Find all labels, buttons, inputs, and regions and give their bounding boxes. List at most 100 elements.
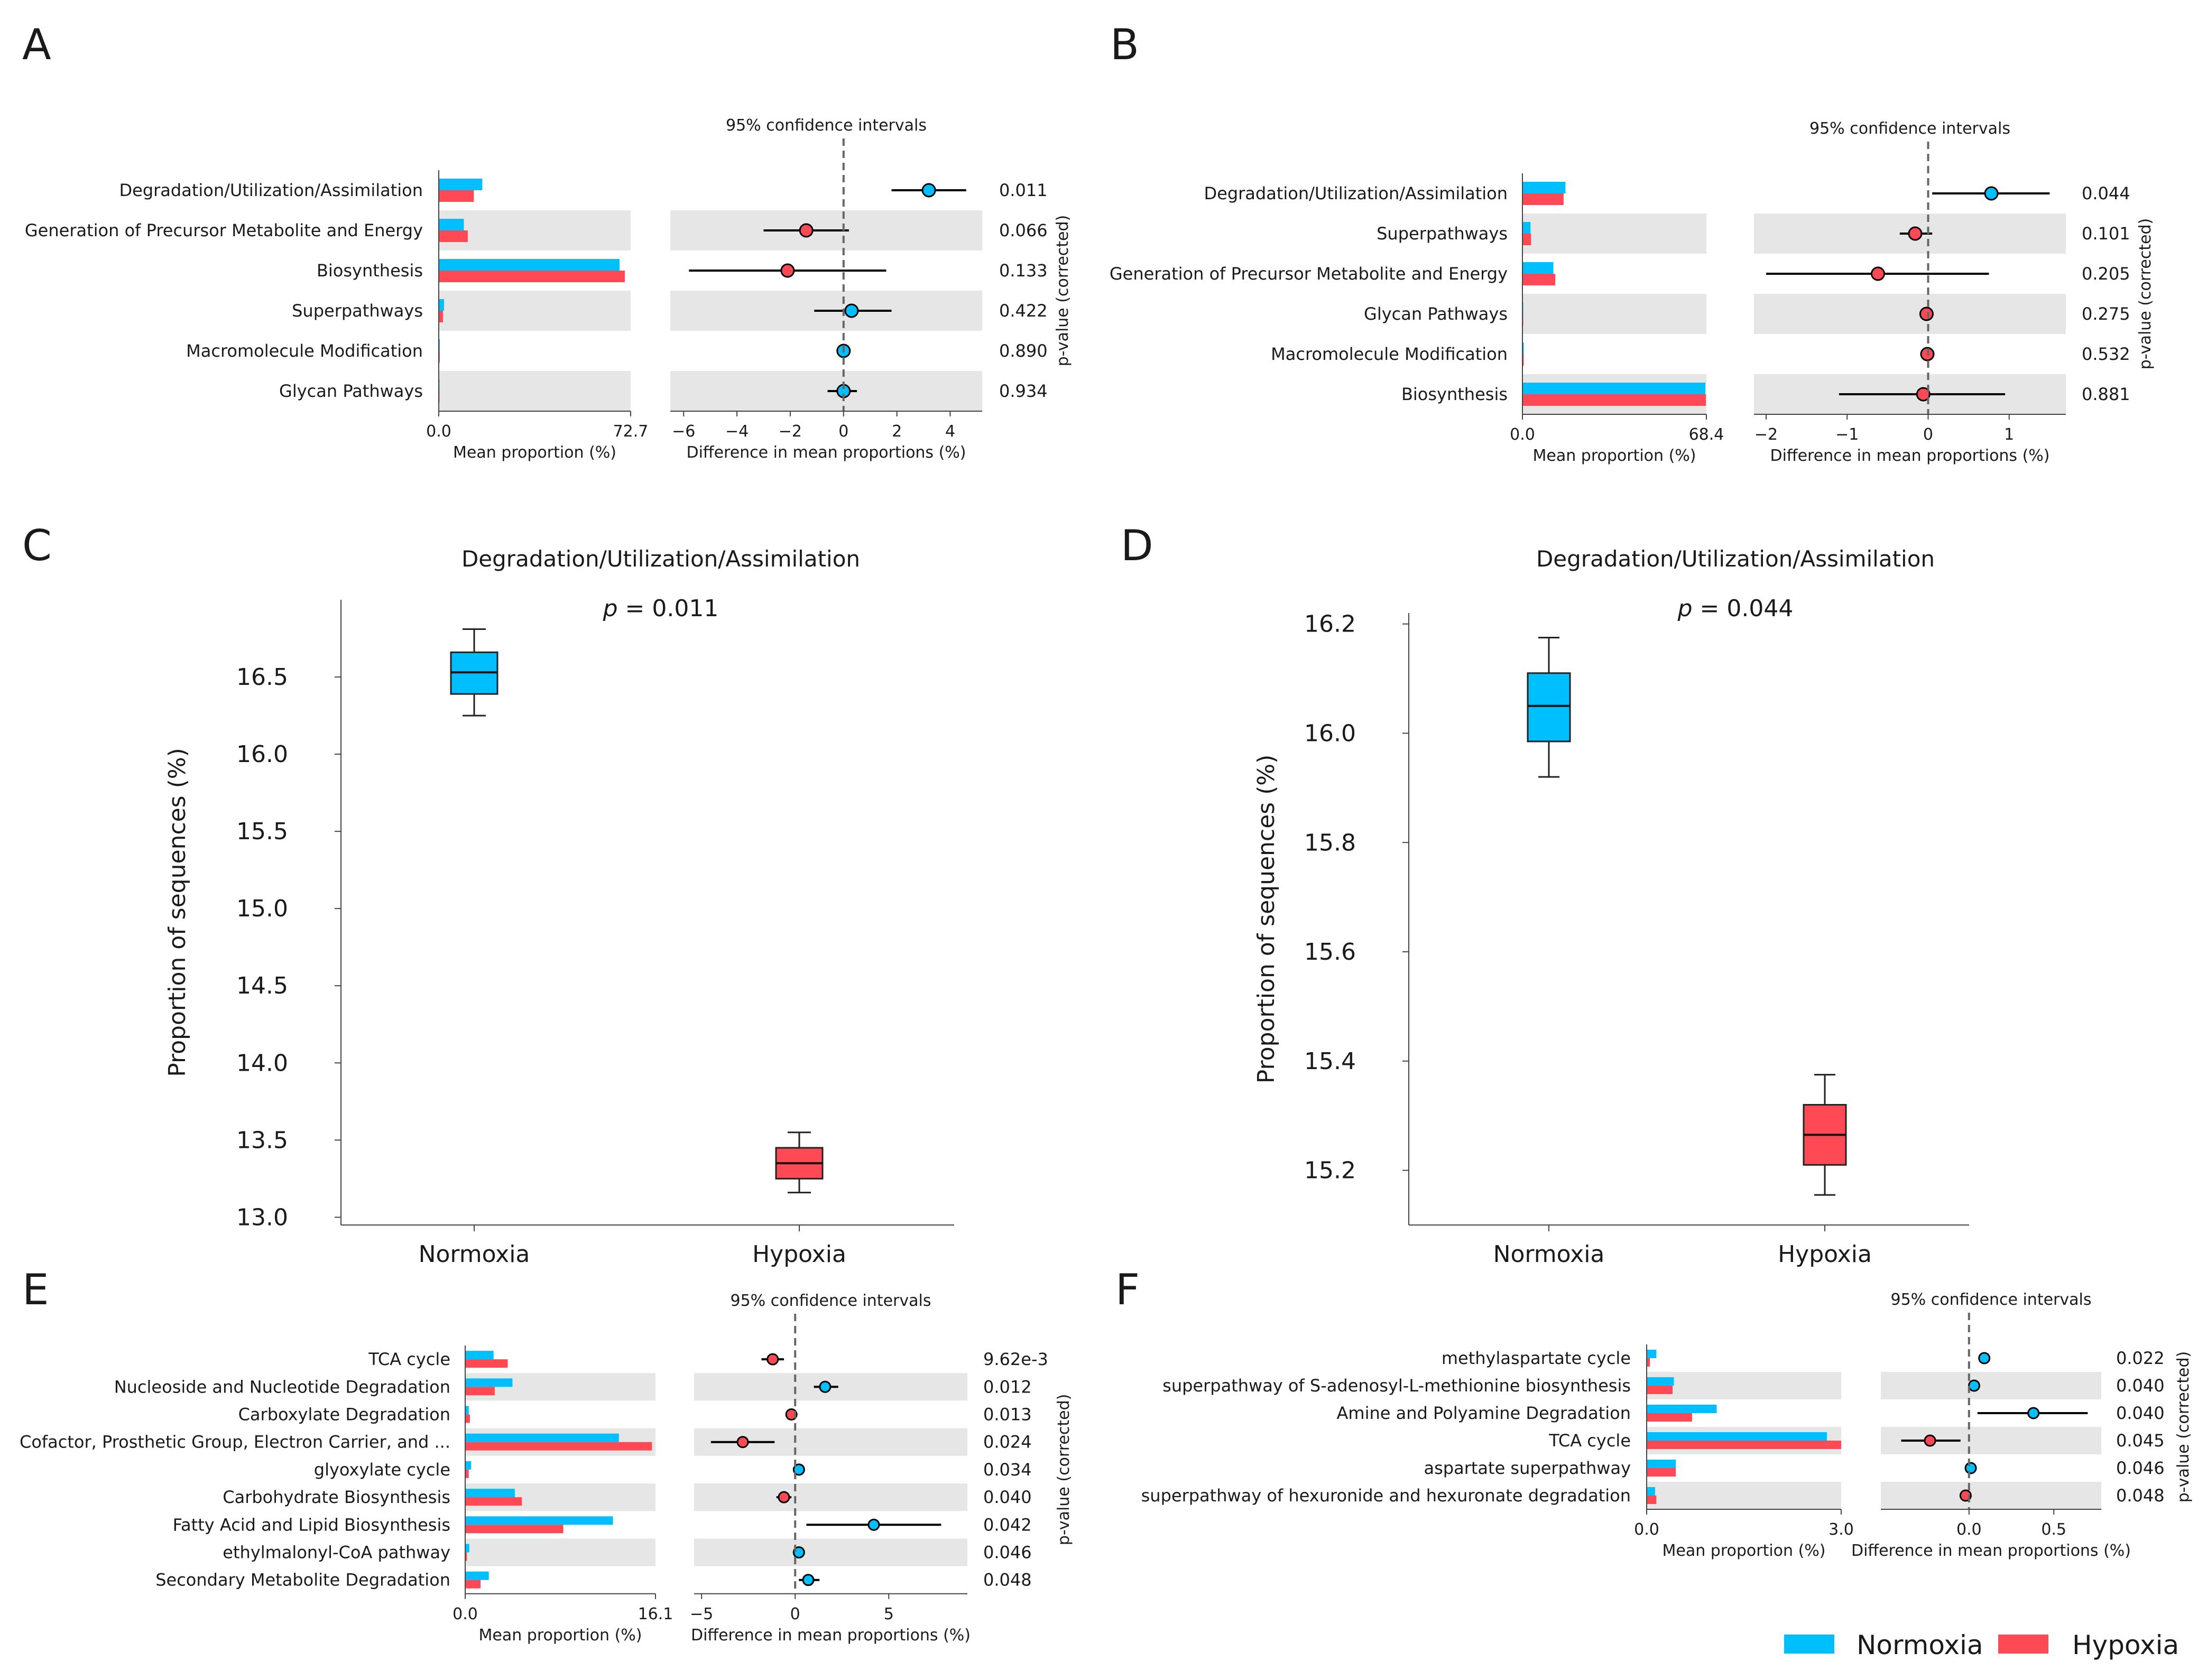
mean-tick-label: 16.1 [638,1605,673,1623]
row-stripe-diff [1754,294,2066,334]
panel-c-chart: 13.0 13.5 14.0 14.5 15.0 15.5 16.0 16.5 Proporti… [164,546,954,1268]
diff-point [780,263,795,278]
y-tick-label: 14.0 [236,1050,288,1076]
bar-normoxia [1647,1377,1674,1386]
bar-normoxia [1647,1432,1827,1441]
diff-point [1908,226,1923,241]
bar-normoxia [1647,1487,1655,1496]
pvalue-axis-title: p-value (corrected) [2136,218,2155,370]
category-label: TCA cycle [368,1349,450,1369]
diff-point [1984,186,1999,201]
p-value-annotation: p = 0.011 [603,595,719,622]
bar-hypoxia [465,1469,469,1478]
p-value-text: 0.048 [983,1570,1032,1590]
category-label: Nucleoside and Nucleotide Degradation [114,1377,450,1397]
p-value-text: 0.040 [2116,1403,2165,1423]
category-label: Macromolecule Modification [186,341,423,361]
category-label: Amine and Polyamine Degradation [1337,1403,1631,1423]
bar-normoxia [439,179,483,190]
panel-a-chart: Degradation/Utilization/Assimilation 0.01… [25,116,1072,462]
bar-hypoxia [465,1552,467,1561]
bar-hypoxia [1647,1468,1676,1477]
panel-label-e: E [22,1265,49,1314]
diff-point [736,1436,749,1449]
p-value-text: 0.046 [2116,1458,2165,1478]
bar-normoxia [1522,262,1554,274]
category-label: Superpathways [1377,224,1508,244]
bar-normoxia [439,259,620,271]
diff-tick-label: 0.5 [2041,1520,2066,1539]
pvalue-axis-title: p-value (corrected) [1054,215,1072,367]
p-value-text: 0.044 [2082,183,2130,203]
mean-tick-label: 3.0 [1829,1520,1854,1539]
bar-hypoxia [1647,1386,1673,1394]
category-label: Glycan Pathways [279,381,423,401]
category-label: Biosynthesis [1401,384,1508,404]
bar-normoxia [1647,1405,1717,1413]
mean-tick-label: 0.0 [426,422,451,441]
panel-label-a: A [22,20,51,69]
bar-normoxia [465,1516,613,1525]
mean-tick-label: 0.0 [453,1605,478,1623]
p-value-text: 0.040 [2116,1376,2165,1396]
p-value-text: 0.046 [983,1543,1032,1563]
row-stripe-diff [670,371,982,411]
diff-point [799,223,814,238]
bar-normoxia [1647,1350,1657,1358]
diff-point [867,1518,880,1531]
x-tick-label: Hypoxia [1778,1241,1872,1268]
category-label: Generation of Precursor Metabolite and E… [1110,264,1508,284]
legend-normoxia-swatch [1784,1635,1834,1654]
legend: Normoxia Hypoxia [1784,1630,2179,1660]
bar-normoxia [465,1571,489,1580]
row-stripe-diff [1881,1372,2101,1399]
diff-tick-label: −4 [725,422,749,441]
p-value-text: 0.934 [999,381,1048,401]
bar-normoxia [465,1351,494,1360]
box-normoxia [1527,672,1571,742]
row-stripe-diff [694,1538,967,1566]
bar-normoxia [1522,383,1705,394]
y-tick-label: 13.0 [236,1204,288,1231]
bar-hypoxia [1522,394,1706,406]
bar-hypoxia [1647,1496,1657,1504]
p-value-text: 0.045 [2116,1431,2165,1451]
diff-tick-label: −5 [690,1605,713,1623]
pvalue-axis-title: p-value (corrected) [1055,1394,1073,1546]
category-label: TCA cycle [1548,1431,1631,1451]
row-stripe-mean [1647,1482,1841,1509]
diff-point [1919,307,1934,321]
diff-point [844,303,859,318]
bar-normoxia [465,1406,469,1415]
bar-normoxia [465,1544,469,1553]
panel-label-c: C [22,521,52,570]
row-stripe-mean [1522,214,1706,254]
bar-hypoxia [439,271,625,282]
p-value-text: 0.275 [2082,304,2130,324]
p-value-number: = 0.044 [1693,595,1794,622]
diff-tick-label: 4 [945,422,955,441]
p-value-text: 0.881 [2082,384,2130,404]
row-stripe-mean [1522,294,1706,334]
category-label: aspartate superpathway [1424,1458,1631,1478]
p-symbol: p [1677,595,1693,622]
y-tick-label: 15.4 [1304,1048,1356,1075]
category-label: Macromolecule Modification [1271,344,1508,364]
diff-point [792,1546,805,1558]
category-label: Glycan Pathways [1364,304,1508,324]
row-stripe-mean [439,210,631,250]
p-value-text: 0.066 [999,220,1048,240]
bar-hypoxia [465,1387,495,1396]
y-tick-label: 16.5 [236,664,288,691]
chart-title: Degradation/Utilization/Assimilation [1536,546,1935,572]
p-value-text: 0.011 [999,180,1048,200]
p-value-text: 0.042 [983,1515,1032,1535]
bar-hypoxia [1522,274,1556,285]
bar-normoxia [1522,222,1531,234]
diff-point [1968,1379,1980,1392]
category-label: superpathway of S-adenosyl-L-methionine … [1162,1376,1631,1396]
bar-hypoxia [465,1414,470,1423]
p-symbol: p [603,595,618,622]
diff-tick-label: −1 [1835,425,1859,444]
